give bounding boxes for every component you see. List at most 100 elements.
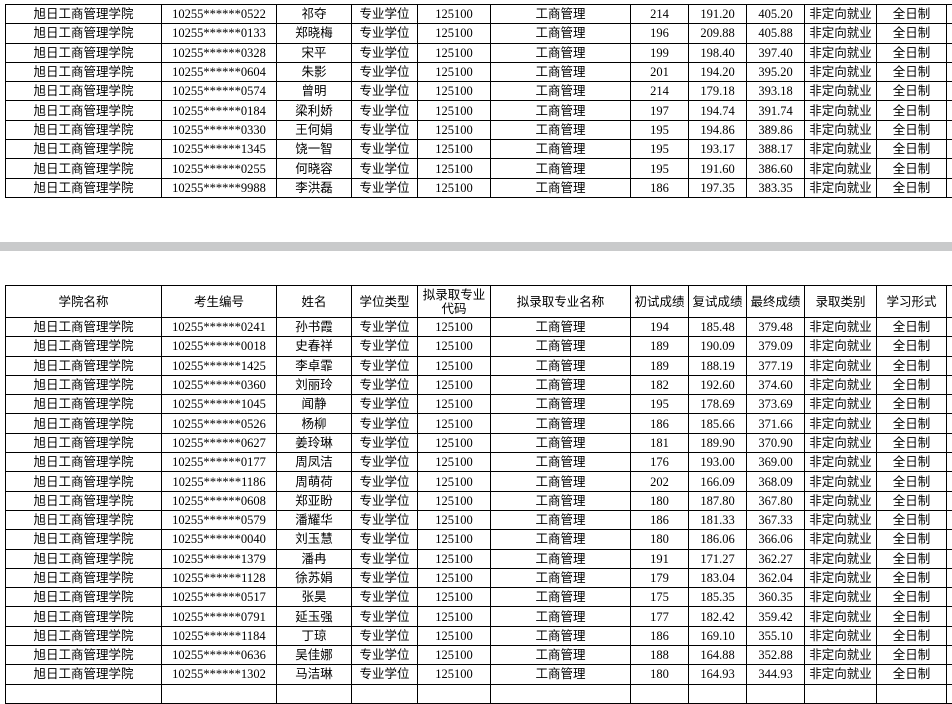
cell: 125100	[418, 588, 491, 607]
cell: 125100	[418, 665, 491, 684]
cell: 125100	[418, 62, 491, 81]
cell: 工商管理	[491, 140, 631, 159]
cell: 169.10	[689, 626, 747, 645]
cell	[947, 646, 952, 665]
cell: 125100	[418, 414, 491, 433]
cell: 10255******9988	[162, 178, 277, 197]
cell: 全日制	[877, 433, 947, 452]
cell: 181.33	[689, 510, 747, 529]
cell: 专业学位	[352, 510, 418, 529]
cell: 旭日工商管理学院	[6, 665, 162, 684]
cell	[947, 414, 952, 433]
cell: 192.60	[689, 375, 747, 394]
cell: 10255******1379	[162, 549, 277, 568]
cell	[947, 318, 952, 337]
cell: 全日制	[877, 82, 947, 101]
cell: 164.93	[689, 665, 747, 684]
cell: 专业学位	[352, 607, 418, 626]
header-cell: 姓名	[277, 286, 352, 318]
cell: 刘玉慧	[277, 530, 352, 549]
cell: 姜玲琳	[277, 433, 352, 452]
cell: 何晓容	[277, 159, 352, 178]
cell: 125100	[418, 395, 491, 414]
cell: 专业学位	[352, 318, 418, 337]
cell: 371.66	[747, 414, 805, 433]
cell: 397.40	[747, 43, 805, 62]
cell: 旭日工商管理学院	[6, 356, 162, 375]
cell: 非定向就业	[805, 140, 877, 159]
cell: 186	[631, 626, 689, 645]
cell	[947, 24, 952, 43]
cell: 旭日工商管理学院	[6, 646, 162, 665]
cell	[877, 684, 947, 703]
cell: 工商管理	[491, 82, 631, 101]
cell: 175	[631, 588, 689, 607]
cell: 366.06	[747, 530, 805, 549]
cell: 旭日工商管理学院	[6, 5, 162, 24]
cell: 367.33	[747, 510, 805, 529]
cell: 非定向就业	[805, 62, 877, 81]
cell: 旭日工商管理学院	[6, 588, 162, 607]
header-cell: 拟录取专业代码	[418, 286, 491, 318]
cell: 非定向就业	[805, 453, 877, 472]
cell: 全日制	[877, 356, 947, 375]
cell: 10255******0579	[162, 510, 277, 529]
cell: 125100	[418, 433, 491, 452]
cell: 389.86	[747, 120, 805, 139]
cell: 旭日工商管理学院	[6, 337, 162, 356]
cell: 379.09	[747, 337, 805, 356]
cell: 非定向就业	[805, 491, 877, 510]
cell: 全日制	[877, 159, 947, 178]
cell: 10255******0133	[162, 24, 277, 43]
cell: 10255******0526	[162, 414, 277, 433]
cell: 373.69	[747, 395, 805, 414]
cell: 专业学位	[352, 646, 418, 665]
header-cell: 复试成绩	[689, 286, 747, 318]
cell: 非定向就业	[805, 120, 877, 139]
cell: 185.35	[689, 588, 747, 607]
cell	[947, 159, 952, 178]
cell	[947, 395, 952, 414]
cell: 全日制	[877, 318, 947, 337]
cell: 专业学位	[352, 140, 418, 159]
cell: 工商管理	[491, 665, 631, 684]
cell: 专业学位	[352, 530, 418, 549]
cell: 194	[631, 318, 689, 337]
cell: 186	[631, 178, 689, 197]
cell: 非定向就业	[805, 607, 877, 626]
cell: 198.40	[689, 43, 747, 62]
cell: 工商管理	[491, 101, 631, 120]
cell: 专业学位	[352, 433, 418, 452]
cell: 旭日工商管理学院	[6, 120, 162, 139]
cell: 125100	[418, 5, 491, 24]
cell: 全日制	[877, 549, 947, 568]
cell: 旭日工商管理学院	[6, 140, 162, 159]
cell: 专业学位	[352, 120, 418, 139]
cell: 专业学位	[352, 472, 418, 491]
cell: 工商管理	[491, 549, 631, 568]
cell: 祁夺	[277, 5, 352, 24]
cell: 10255******0328	[162, 43, 277, 62]
cell: 全日制	[877, 395, 947, 414]
cell: 工商管理	[491, 433, 631, 452]
separator-band	[0, 242, 952, 251]
cell	[947, 43, 952, 62]
cell: 全日制	[877, 178, 947, 197]
cell	[947, 140, 952, 159]
cell	[947, 375, 952, 394]
cell: 工商管理	[491, 414, 631, 433]
cell: 全日制	[877, 453, 947, 472]
cell: 全日制	[877, 414, 947, 433]
cell: 125100	[418, 530, 491, 549]
cell: 352.88	[747, 646, 805, 665]
cell: 专业学位	[352, 375, 418, 394]
